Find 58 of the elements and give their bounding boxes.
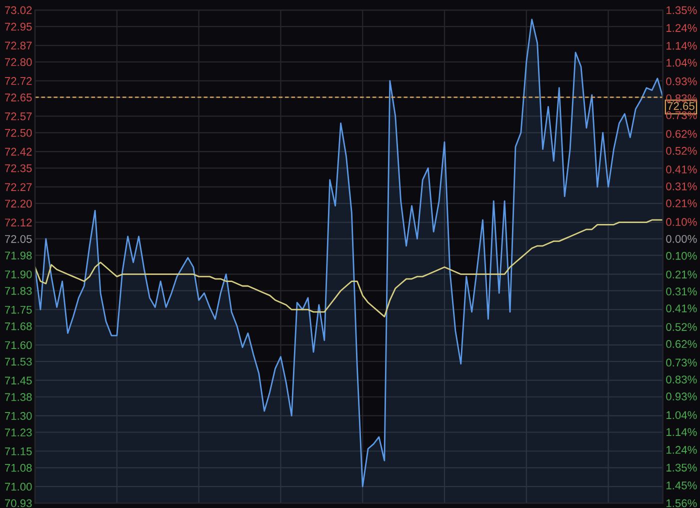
y2-tick-label: 0.41%	[666, 304, 697, 312]
y2-tick-label: 1.24%	[666, 446, 697, 454]
y2-tick-label: 1.14%	[666, 428, 697, 436]
y-tick-label: 71.75	[4, 306, 32, 314]
y-tick-label: 72.05	[4, 235, 32, 243]
y2-tick-label: 0.21%	[666, 270, 697, 278]
y-tick-label: 72.12	[4, 218, 32, 226]
y2-tick-label: 0.00%	[666, 234, 697, 243]
y2-tick-label: 0.41%	[666, 166, 697, 174]
y-tick-label: 72.65	[4, 94, 32, 102]
y2-tick-label: 0.52%	[666, 146, 697, 155]
y-tick-label: 71.23	[4, 428, 32, 436]
y2-tick-label: 0.62%	[666, 130, 697, 138]
y-tick-label: 72.95	[4, 22, 32, 31]
y2-tick-label: 0.52%	[666, 323, 697, 331]
ref-line-label: 72.65	[668, 102, 694, 110]
y-tick-label: 72.50	[4, 128, 32, 137]
line-series	[35, 219, 663, 318]
y-tick-label: 71.68	[4, 322, 32, 330]
y-tick-label: 71.45	[4, 376, 32, 384]
y-tick-label: 71.08	[4, 464, 32, 472]
y2-tick-label: 1.04%	[666, 58, 697, 67]
y2-tick-label: 0.31%	[666, 182, 697, 190]
y-tick-label: 72.87	[4, 42, 32, 50]
y2-tick-label: 0.62%	[666, 340, 697, 348]
y-tick-label: 71.38	[4, 393, 32, 402]
y-tick-label: 71.83	[4, 286, 32, 295]
y2-tick-label: 1.14%	[666, 42, 697, 50]
y2-tick-label: 0.31%	[666, 288, 697, 296]
y-tick-label: 72.27	[4, 183, 32, 191]
y-tick-label: 70.93	[4, 499, 32, 508]
y2-tick-label: 1.04%	[666, 411, 697, 420]
y-tick-label: 71.30	[4, 412, 32, 420]
y2-tick-label: 1.24%	[666, 24, 697, 32]
y2-tick-label: 0.93%	[666, 77, 697, 86]
y2-tick-label: 0.10%	[666, 252, 697, 260]
y-tick-label: 72.20	[4, 200, 32, 208]
y-tick-label: 71.98	[4, 252, 32, 260]
y-tick-label: 72.72	[4, 77, 32, 85]
y-tick-label: 71.60	[4, 341, 32, 350]
y-tick-label: 72.80	[4, 58, 32, 66]
y2-tick-label: 0.21%	[666, 199, 697, 208]
y2-tick-label: 1.56%	[666, 499, 697, 508]
y-tick-label: 73.02	[4, 6, 32, 14]
y2-tick-label: 1.35%	[666, 464, 697, 472]
y2-tick-label: 0.10%	[666, 218, 697, 226]
y-tick-label: 72.35	[4, 164, 32, 172]
y-tick-label: 71.15	[4, 448, 32, 456]
y-tick-label: 71.90	[4, 270, 32, 278]
y2-tick-label: 0.93%	[666, 392, 697, 400]
y2-tick-label: 0.83%	[666, 376, 697, 384]
y-tick-label: 71.00	[4, 482, 32, 491]
y2-tick-label: 1.35%	[666, 6, 697, 14]
y-tick-label: 72.57	[4, 112, 32, 120]
y-tick-label: 71.53	[4, 358, 32, 366]
y-tick-label: 72.42	[4, 148, 32, 156]
y2-tick-label: 1.45%	[666, 482, 697, 490]
y2-tick-label: 0.73%	[666, 358, 697, 367]
